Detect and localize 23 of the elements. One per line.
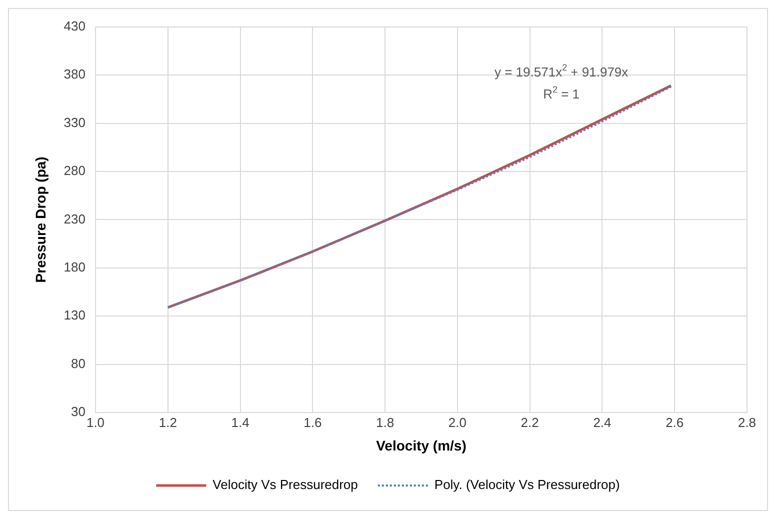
x-axis-title: Velocity (m/s) — [376, 437, 466, 454]
legend-label: Velocity Vs Pressuredrop — [212, 477, 358, 492]
y-tick-label: 280 — [64, 163, 86, 178]
x-tick-label: 2.6 — [666, 414, 684, 430]
y-tick-label: 380 — [64, 66, 86, 82]
x-tick-label: 2.8 — [738, 414, 756, 430]
x-tick-label: 2.0 — [448, 414, 466, 430]
y-tick-label: 430 — [64, 18, 86, 34]
x-tick-label: 2.2 — [520, 414, 539, 430]
x-tick-label: 1.2 — [158, 414, 177, 430]
legend-label: Poly. (Velocity Vs Pressuredrop) — [434, 477, 620, 492]
x-tick-label: 1.6 — [304, 414, 322, 430]
x-tick-label: 1.8 — [376, 414, 394, 430]
y-tick-label: 80 — [71, 356, 86, 371]
y-tick-label: 130 — [64, 308, 86, 323]
y-tick-label: 30 — [71, 404, 86, 420]
x-tick-label: 1.4 — [231, 414, 250, 430]
y-tick-label: 180 — [64, 260, 86, 275]
x-tick-label: 1.0 — [86, 414, 105, 430]
y-tick-label: 330 — [64, 114, 86, 130]
y-axis-title: Pressure Drop (pa) — [32, 156, 48, 283]
x-tick-label: 2.4 — [593, 414, 612, 430]
y-tick-label: 230 — [64, 211, 86, 226]
